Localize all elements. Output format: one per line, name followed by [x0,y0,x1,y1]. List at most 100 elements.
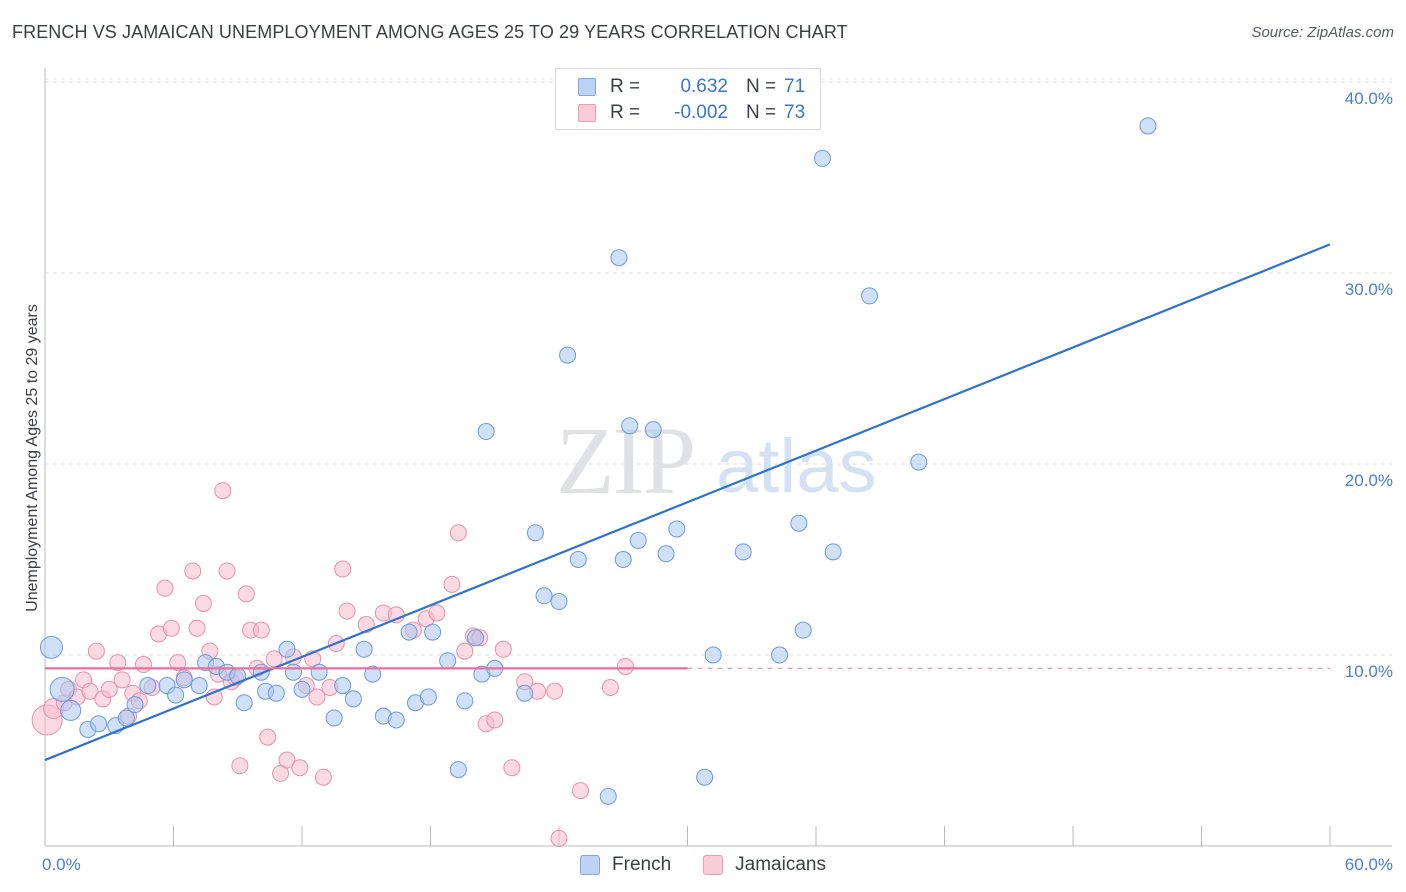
french-point-2 [60,699,82,721]
jamaican-point-24 [194,594,212,612]
jamaican-point-38 [265,650,283,668]
tick-labels: 10.0% 20.0% 30.0% 40.0% 0.0% 60.0% [42,89,1393,874]
french-point-36 [439,652,457,670]
jamaican-point-36 [252,621,270,639]
watermark: ZIP atlas [556,407,877,514]
jamaican-points [31,482,634,847]
french-point-39 [466,629,484,647]
french-point-46 [550,593,568,611]
x-tick-label-0: 0.0% [42,855,81,874]
source-label: Source: ZipAtlas.com [1251,24,1394,41]
french-point-4 [90,715,108,733]
french-point-1 [49,676,75,702]
french-legend-label: French [612,854,672,875]
french-point-48 [569,551,587,568]
french-point-68 [910,453,928,471]
french-r-value: 0.632 [680,76,728,97]
jamaican-point-68 [546,682,564,700]
french-point-47 [559,346,577,364]
french-point-20 [267,684,285,702]
french-point-57 [668,520,686,538]
french-point-11 [175,671,193,689]
french-point-41 [477,423,495,441]
jamaican-point-23 [188,619,206,637]
french-n-label: N = [746,76,777,97]
correlation-legend: R = 0.632 N = 71 R = -0.002 N = 73 [555,68,821,130]
french-point-62 [771,646,789,664]
french-point-44 [526,524,544,542]
jamaican-point-40 [278,751,296,769]
jamaican-point-28 [214,482,232,500]
french-point-64 [794,621,812,639]
grid-lines [45,78,1392,656]
french-point-8 [139,677,157,695]
legend-item-french[interactable]: French [580,854,671,876]
jamaican-point-69 [550,829,568,847]
jamaican-point-57 [443,575,461,593]
jamaican-n-label: N = [746,102,777,123]
jamaican-point-19 [162,619,180,637]
jamaican-n-value: 73 [784,102,806,123]
french-point-22 [284,663,302,681]
jamaican-point-72 [616,657,634,675]
jamaican-point-15 [135,656,153,674]
french-point-51 [610,249,628,267]
jamaican-point-18 [156,579,174,597]
french-point-53 [621,417,639,435]
jamaican-point-70 [571,782,589,800]
jamaican-r-label: R = [610,102,641,123]
french-point-32 [400,623,418,641]
jamaican-point-46 [314,768,332,786]
french-point-26 [334,677,352,695]
jamaican-point-7 [87,642,105,660]
legend-item-jamaicans[interactable]: Jamaicans [703,854,826,876]
french-point-27 [344,690,362,708]
french-point-56 [657,545,675,563]
french-points [39,94,1157,805]
y-tick-label-2: 30.0% [1345,280,1393,299]
french-point-6 [117,709,135,727]
y-tick-label-3: 40.0% [1345,89,1393,108]
y-axis-label: Unemployment Among Ages 25 to 29 years [24,304,41,612]
jamaican-point-64 [494,640,512,658]
french-point-12 [190,677,208,695]
french-point-69 [1139,117,1157,135]
jamaican-point-42 [291,759,309,777]
french-point-23 [293,680,311,698]
french-point-50 [599,787,617,805]
jamaican-point-71 [601,678,619,696]
french-point-35 [424,623,442,641]
jamaican-point-33 [237,585,255,603]
french-point-21 [278,640,296,658]
french-point-54 [629,531,647,549]
french-trend-line [44,243,1331,762]
jamaican-point-56 [428,604,446,622]
french-point-25 [325,709,343,727]
jamaican-point-63 [486,711,504,729]
legend-row-french: R = 0.632 N = 71 [578,74,805,100]
y-tick-label-1: 20.0% [1345,471,1393,490]
french-point-24 [310,663,328,681]
jamaican-legend-swatch [703,855,724,875]
french-point-10 [167,686,185,704]
legend-row-jamaican: R = -0.002 N = 73 [578,100,805,126]
french-point-67 [861,287,879,305]
french-point-34 [419,688,437,706]
series-legend: French Jamaicans [0,850,1406,880]
chart-title: FRENCH VS JAMAICAN UNEMPLOYMENT AMONG AG… [12,22,848,42]
french-point-38 [456,692,474,710]
french-point-45 [535,587,553,605]
french-legend-swatch [580,855,601,875]
jamaican-point-9 [100,680,118,698]
french-point-59 [704,646,722,664]
jamaican-point-37 [259,728,277,746]
french-point-52 [614,551,632,568]
jamaican-swatch [578,104,596,122]
jamaican-point-32 [231,757,249,775]
french-point-0 [39,635,63,659]
jamaican-point-50 [338,602,356,620]
french-point-55 [644,421,662,439]
jamaican-point-20 [169,654,187,672]
jamaican-point-45 [308,688,326,706]
jamaican-point-59 [456,642,474,660]
